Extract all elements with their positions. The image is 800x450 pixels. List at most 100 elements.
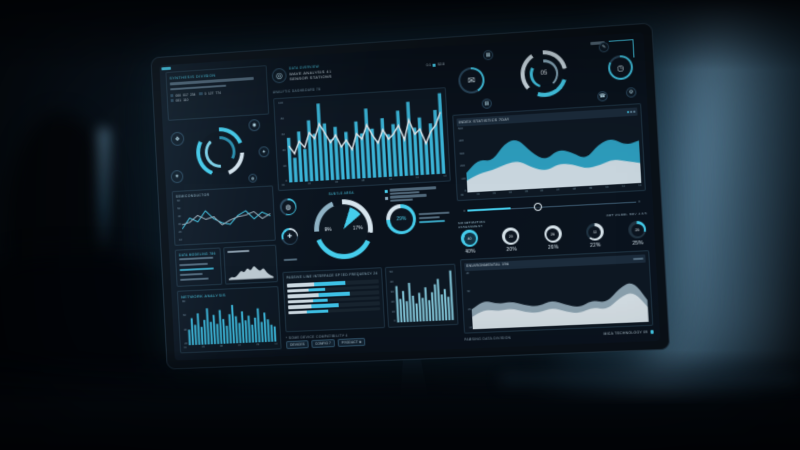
right-footer-left: PARSING DATA DIVISION xyxy=(464,335,512,342)
mail-gauge: ✉ xyxy=(457,66,486,95)
hand-node-icon[interactable]: ✚ xyxy=(282,229,297,245)
status-dot xyxy=(649,330,654,334)
kpi-ring: 20 20% xyxy=(501,227,520,253)
main-chart-panel: 100 80 60 40 20 0 02 04 06 08 10 12 14 xyxy=(273,87,451,192)
donut-legend-block: 29% xyxy=(384,186,455,263)
table-row xyxy=(179,262,209,266)
grid-icon[interactable]: ▦ xyxy=(482,49,494,61)
kpi-block: MONETIZATION ASSESSMENT GET WHEEL DEV 4.… xyxy=(458,211,649,255)
header-legend: 0.1 52.8 xyxy=(426,62,444,67)
pie-inner: 9% 17% xyxy=(317,203,369,256)
dual-line-chart xyxy=(181,194,272,241)
person-icon[interactable]: ◉ xyxy=(248,118,261,132)
kpi-ring: 40 40% xyxy=(460,229,479,255)
monitor: SYNTHESIS DIVISION 000 017 234 0 127 774 001… xyxy=(150,22,671,370)
donut-row: ◍ ✚ SUBTLE AREA xyxy=(278,186,455,269)
screen-corner-tag xyxy=(161,66,171,71)
clock-gauge: ◷ xyxy=(607,54,634,81)
small-donut-value: 29% xyxy=(396,215,407,223)
mail-icon[interactable]: ✉ xyxy=(459,68,484,93)
phone-icon[interactable]: ☎ xyxy=(597,90,608,102)
kpi-ring: 26 26% xyxy=(543,225,563,251)
legend-swatch xyxy=(432,63,437,67)
chart-icon[interactable]: ✦ xyxy=(258,146,270,158)
slider-min: 0 xyxy=(463,208,466,213)
mini-histogram xyxy=(228,252,274,281)
progress-panel: PASSIVE LINE INTERFACE SPEED FREQUENCY 2… xyxy=(282,267,385,332)
icon-strip: ◍ ✚ xyxy=(278,194,301,268)
dashboard-screen: SYNTHESIS DIVISION 000 017 234 0 127 774 001… xyxy=(159,32,661,361)
progress-bars xyxy=(286,277,380,317)
radial-gauge-inner xyxy=(204,135,237,169)
radial-gauge-outer xyxy=(195,125,246,178)
person-rim-light xyxy=(98,128,110,258)
globe-node-icon[interactable]: ◍ xyxy=(281,200,296,215)
pie-right-value: 17% xyxy=(352,225,363,233)
globe-icon[interactable]: ◍ xyxy=(248,173,258,183)
users-icon[interactable]: ❖ xyxy=(170,131,185,147)
table-row xyxy=(179,273,203,277)
table-histogram-row: DATA MODELING 786 xyxy=(174,244,279,287)
info-panel: SYNTHESIS DIVISION 000 017 234 0 127 774 001… xyxy=(165,65,270,121)
legend-swatch xyxy=(384,189,389,194)
slider-max: ≡ xyxy=(638,199,641,204)
line-chart-panel: SEMICONDUCTOR 60 50 40 30 20 10 xyxy=(171,185,276,246)
center-column: ◎ DATA OVERVIEW WAVE ANALYSIS 41 SENSOR … xyxy=(271,53,460,350)
center-bar-chart xyxy=(394,268,455,323)
footer-chip-button[interactable]: CONFIG 7 xyxy=(311,339,335,349)
footer-chip-button[interactable]: PRODUCT ⊗ xyxy=(337,337,366,347)
table-row xyxy=(179,267,215,272)
right-column: 05 ✉ ◷ ▦ ✎ ▤ ☎ xyxy=(449,40,654,342)
footer-chip-button[interactable]: DEVICES xyxy=(286,340,309,350)
strip-ring-top: ◍ xyxy=(279,198,297,217)
left-column: SYNTHESIS DIVISION 000 017 234 0 127 774 001… xyxy=(165,65,282,354)
window-glow-bright xyxy=(670,40,790,360)
gray-area-title: ENVIRONMENTAL 19A xyxy=(466,262,510,269)
stacked-area-chart xyxy=(464,117,642,193)
monitor-bezel: SYNTHESIS DIVISION 000 017 234 0 127 774 001… xyxy=(150,22,671,370)
table-row xyxy=(179,257,214,261)
radial-gauge-cluster: ❖ ✴ ◉ ✦ ◍ xyxy=(168,118,273,187)
panel-dots xyxy=(627,110,636,114)
progress-bars-row: PASSIVE LINE INTERFACE SPEED FREQUENCY 2… xyxy=(282,264,459,332)
histogram-panel xyxy=(223,244,279,285)
center-bars-panel: 50 40 30 20 10 0 xyxy=(384,264,459,328)
central-gauge-ring: 05 xyxy=(519,48,569,99)
table-row xyxy=(180,277,210,282)
panel-menu[interactable] xyxy=(632,257,644,261)
pie-outer-ring: 9% 17% xyxy=(312,198,375,261)
legend-value-b: 52.8 xyxy=(437,62,445,67)
dense-bar-chart xyxy=(186,296,277,346)
center-footer: * SOME DEVICE COMPATIBILITY 4 DEVICES CON… xyxy=(286,328,460,350)
slider-track[interactable] xyxy=(467,201,637,212)
stat-icon xyxy=(199,92,203,96)
kpi-ring: 22 22% xyxy=(585,223,605,249)
legend-value-a: 0.1 xyxy=(426,62,432,68)
satellite-icon[interactable]: ✴ xyxy=(170,169,184,184)
pie-left-value: 9% xyxy=(324,227,332,234)
slider-handle[interactable] xyxy=(533,202,542,212)
legend-swatch xyxy=(385,196,389,200)
stat-icon xyxy=(170,98,175,103)
desk-shadow xyxy=(0,350,800,450)
gear-icon[interactable]: ⚙ xyxy=(625,87,637,98)
stacked-area-panel: INDEX STATISTICS 7DAY 500 400 300 200 100 0 0… xyxy=(452,103,646,202)
pencil-icon[interactable]: ✎ xyxy=(598,41,610,53)
badge-icon[interactable]: ◎ xyxy=(271,67,287,84)
right-footer-right: MICA TECHNOLOGY 09 xyxy=(604,330,654,336)
desk-edge-highlight xyxy=(500,374,800,384)
data-table-panel: DATA MODELING 786 xyxy=(174,247,223,287)
main-combo-chart xyxy=(284,92,446,183)
gray-area-chart xyxy=(470,263,649,330)
comm-icon-cluster: 05 ✉ ◷ ▦ ✎ ▤ ☎ xyxy=(449,40,641,111)
slider-fill xyxy=(467,207,511,212)
document-icon[interactable]: ▤ xyxy=(481,98,493,109)
strip-ring-bottom: ✚ xyxy=(281,228,299,246)
pie-block: SUBTLE AREA 9% 17% xyxy=(301,190,386,268)
pie-title: SUBTLE AREA xyxy=(328,191,355,197)
gray-area-panel: ENVIRONMENTAL 19A 40 30 20 10 xyxy=(460,249,654,334)
info-text-line xyxy=(170,84,227,91)
clock-icon[interactable]: ◷ xyxy=(609,56,632,79)
stacked-area-title: INDEX STATISTICS 7DAY xyxy=(458,116,510,125)
